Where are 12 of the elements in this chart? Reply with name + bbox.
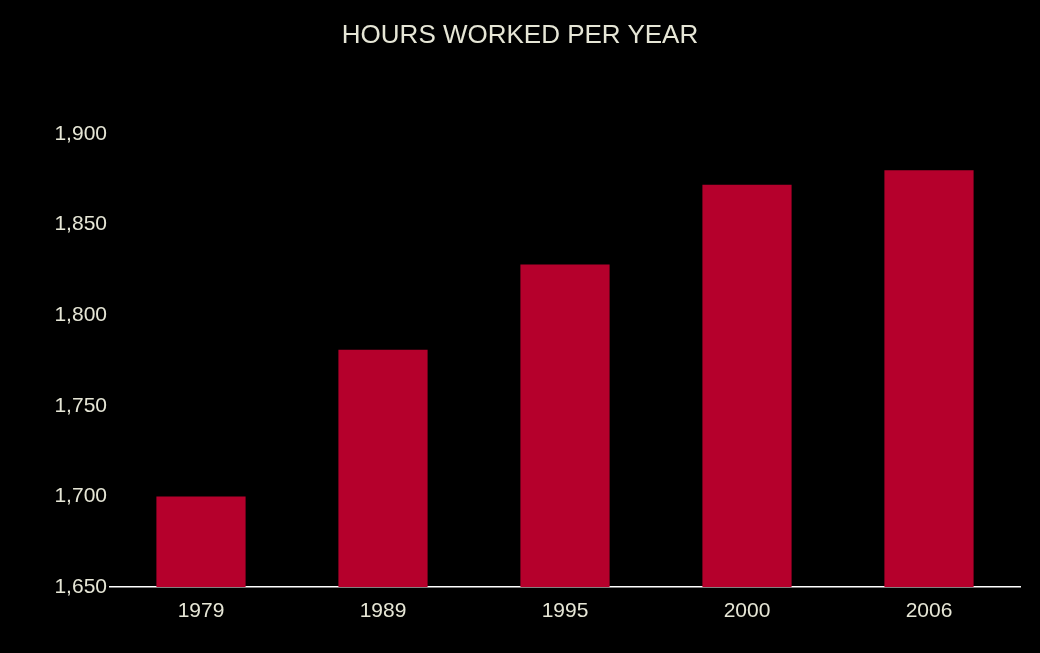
y-tick-label: 1,750 (54, 392, 107, 416)
y-tick-label: 1,850 (54, 211, 107, 235)
y-tick-label: 1,700 (54, 483, 107, 507)
x-tick-label: 2000 (723, 598, 771, 622)
y-tick-label: 1,900 (54, 120, 107, 144)
x-tick-label: 1979 (177, 598, 225, 622)
x-tick-label: 2006 (905, 598, 953, 622)
x-tick-label: 1989 (359, 598, 407, 622)
y-tick-label: 1,650 (54, 573, 107, 597)
x-tick-label: 1995 (541, 598, 589, 622)
y-tick-label: 1,800 (54, 302, 107, 325)
chart-title: HOURS WORKED PER YEAR (341, 19, 699, 50)
